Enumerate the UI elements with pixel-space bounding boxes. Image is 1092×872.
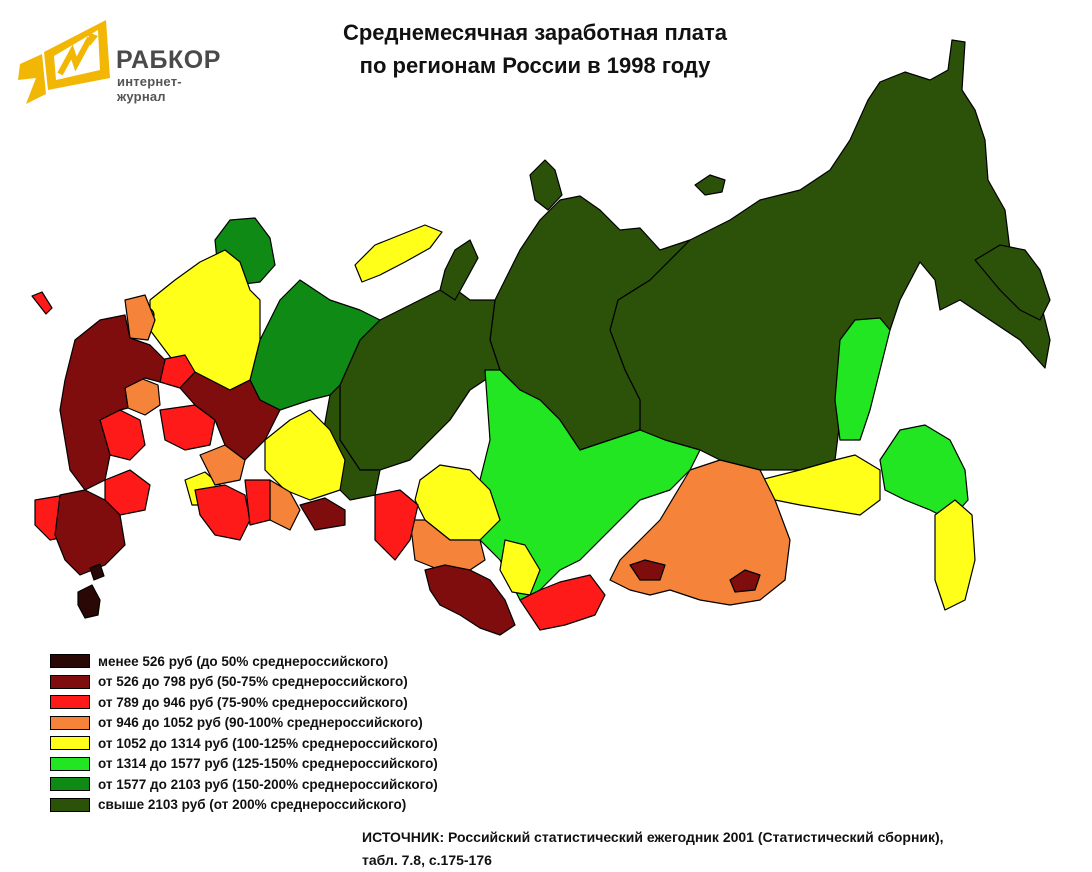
legend: менее 526 руб (до 50% среднероссийского)…: [50, 651, 438, 815]
legend-label: от 789 до 946 руб (75-90% среднероссийск…: [98, 694, 408, 710]
region-kurgan[interactable]: [374, 489, 419, 561]
region-bashkortostan[interactable]: [299, 497, 346, 531]
region-khabarovsk[interactable]: [834, 317, 891, 441]
legend-swatch: [50, 736, 90, 751]
legend-label: от 1577 до 2103 руб (150-200% среднеросс…: [98, 776, 438, 792]
region-sakhalin-south[interactable]: [934, 499, 976, 611]
source-line-1: ИСТОЧНИК: Российский статистический ежег…: [362, 829, 944, 845]
region-samara[interactable]: [199, 444, 246, 486]
region-buryatia[interactable]: [629, 559, 666, 581]
region-orenburg[interactable]: [244, 479, 271, 526]
megaphone-icon: [18, 20, 110, 104]
region-novaya-zemlya[interactable]: [439, 239, 479, 301]
region-new-siberian-islands[interactable]: [354, 224, 443, 283]
region-chita[interactable]: [519, 574, 606, 631]
legend-item: от 1314 до 1577 руб (125-150% среднеросс…: [50, 754, 438, 775]
rabkor-logo[interactable]: РАБКОР интернет-журнал: [14, 12, 224, 112]
legend-swatch: [50, 654, 90, 669]
legend-swatch: [50, 777, 90, 792]
legend-item: от 946 до 1052 руб (90-100% среднероссий…: [50, 713, 438, 734]
legend-swatch: [50, 756, 90, 771]
legend-swatch: [50, 797, 90, 812]
region-omsk-novosibirsk[interactable]: [414, 464, 501, 541]
legend-item: от 526 до 798 руб (50-75% среднероссийск…: [50, 672, 438, 693]
region-tomsk-south[interactable]: [409, 519, 486, 571]
map-title: Среднемесячная заработная плата по регио…: [260, 16, 810, 82]
title-line-2: по регионам России в 1998 году: [359, 53, 711, 78]
region-taimyr-islands[interactable]: [694, 174, 726, 196]
region-amur[interactable]: [759, 454, 881, 516]
region-yamal-peninsula[interactable]: [529, 159, 563, 211]
region-karelia-vologda[interactable]: [149, 249, 261, 391]
legend-label: от 946 до 1052 руб (90-100% среднероссий…: [98, 715, 423, 731]
legend-item: менее 526 руб (до 50% среднероссийского): [50, 651, 438, 672]
legend-item: от 789 до 946 руб (75-90% среднероссийск…: [50, 692, 438, 713]
legend-swatch: [50, 715, 90, 730]
region-south[interactable]: [54, 489, 126, 576]
source-note: ИСТОЧНИК: Российский статистический ежег…: [362, 826, 1082, 872]
title-line-1: Среднемесячная заработная плата: [342, 20, 728, 45]
legend-swatch: [50, 695, 90, 710]
region-perm-sverdlovsk[interactable]: [264, 409, 346, 501]
region-agin-buryat[interactable]: [729, 569, 761, 593]
legend-label: от 1314 до 1577 руб (125-150% среднеросс…: [98, 756, 438, 772]
region-ingushetia[interactable]: [89, 563, 105, 581]
region-volgograd-south[interactable]: [194, 484, 251, 541]
legend-label: менее 526 руб (до 50% среднероссийского): [98, 653, 389, 669]
region-tuva-altai[interactable]: [424, 564, 516, 636]
legend-label: от 526 до 798 руб (50-75% среднероссийск…: [98, 674, 408, 690]
region-tomsk-kemerovo[interactable]: [459, 369, 701, 601]
region-chukotka-east[interactable]: [974, 244, 1051, 321]
region-central-russia[interactable]: [59, 314, 166, 491]
region-primorye-north[interactable]: [879, 424, 969, 521]
legend-swatch: [50, 674, 90, 689]
source-line-2: табл. 7.8, с.175-176: [362, 852, 492, 868]
logo-subtitle: интернет-журнал: [117, 74, 182, 104]
logo-brand: РАБКОР: [116, 46, 221, 74]
legend-label: свыше 2103 руб (от 200% среднероссийског…: [98, 797, 407, 813]
region-dagestan[interactable]: [77, 584, 101, 619]
legend-item: от 1052 до 1314 руб (100-125% среднеросс…: [50, 733, 438, 754]
legend-item: от 1577 до 2103 руб (150-200% среднеросс…: [50, 774, 438, 795]
region-kaliningrad[interactable]: [31, 291, 53, 315]
region-volga[interactable]: [179, 371, 281, 461]
legend-label: от 1052 до 1314 руб (100-125% среднеросс…: [98, 735, 438, 751]
legend-item: свыше 2103 руб (от 200% среднероссийског…: [50, 795, 438, 816]
